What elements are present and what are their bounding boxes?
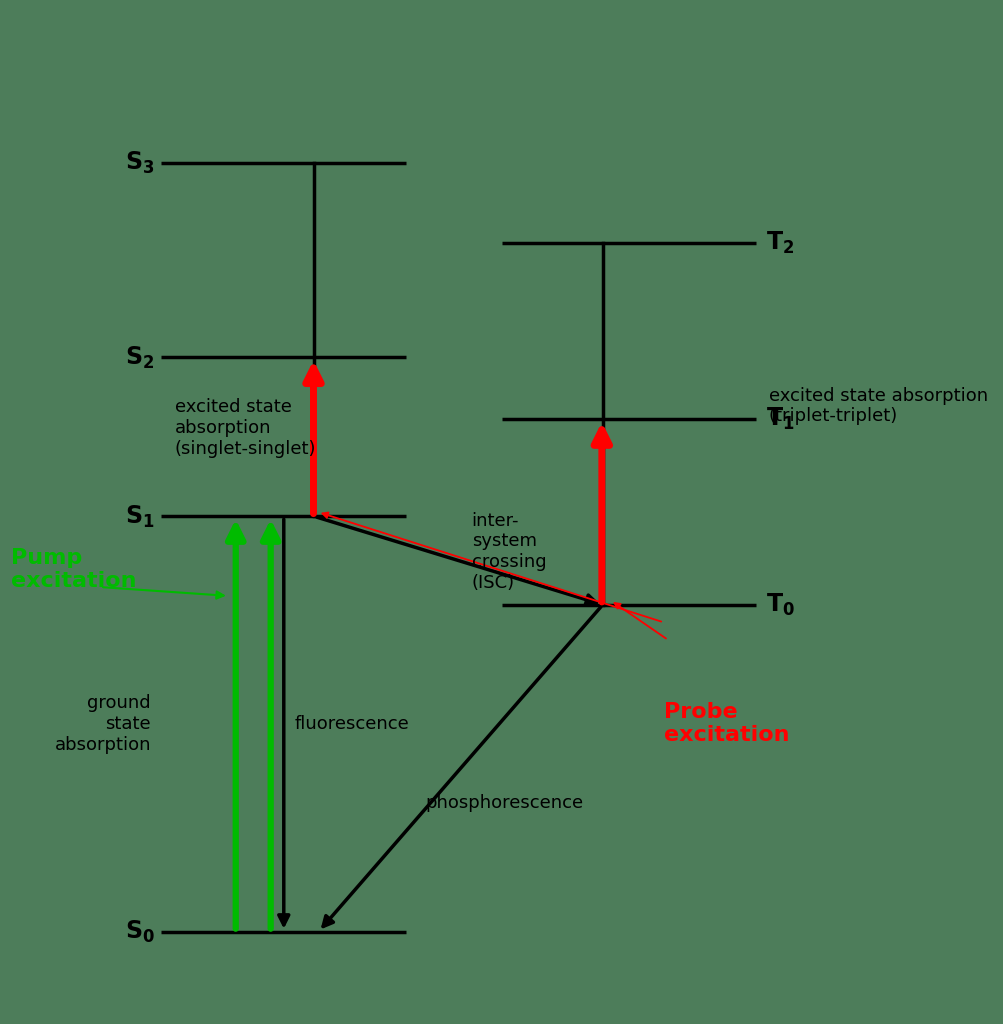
Text: $\mathbf{S_{0}}$: $\mathbf{S_{0}}$ <box>124 919 154 944</box>
Text: ground
state
absorption: ground state absorption <box>54 694 150 754</box>
Text: excited state
absorption
(singlet-singlet): excited state absorption (singlet-single… <box>175 398 316 458</box>
Text: Probe
excitation: Probe excitation <box>663 701 788 745</box>
Text: fluorescence: fluorescence <box>294 715 408 733</box>
Text: inter-
system
crossing
(ISC): inter- system crossing (ISC) <box>471 512 546 592</box>
Text: $\mathbf{T_{1}}$: $\mathbf{T_{1}}$ <box>765 407 794 432</box>
Text: phosphorescence: phosphorescence <box>425 795 583 812</box>
Text: $\mathbf{T_{0}}$: $\mathbf{T_{0}}$ <box>765 592 794 617</box>
Text: $\mathbf{T_{2}}$: $\mathbf{T_{2}}$ <box>765 229 793 256</box>
Text: excited state absorption
(triplet-triplet): excited state absorption (triplet-triple… <box>768 387 987 425</box>
Text: $\mathbf{S_{3}}$: $\mathbf{S_{3}}$ <box>125 151 154 176</box>
Text: $\mathbf{S_{1}}$: $\mathbf{S_{1}}$ <box>124 504 154 529</box>
Text: Pump
excitation: Pump excitation <box>11 548 136 591</box>
Text: $\mathbf{S_{2}}$: $\mathbf{S_{2}}$ <box>125 344 154 371</box>
